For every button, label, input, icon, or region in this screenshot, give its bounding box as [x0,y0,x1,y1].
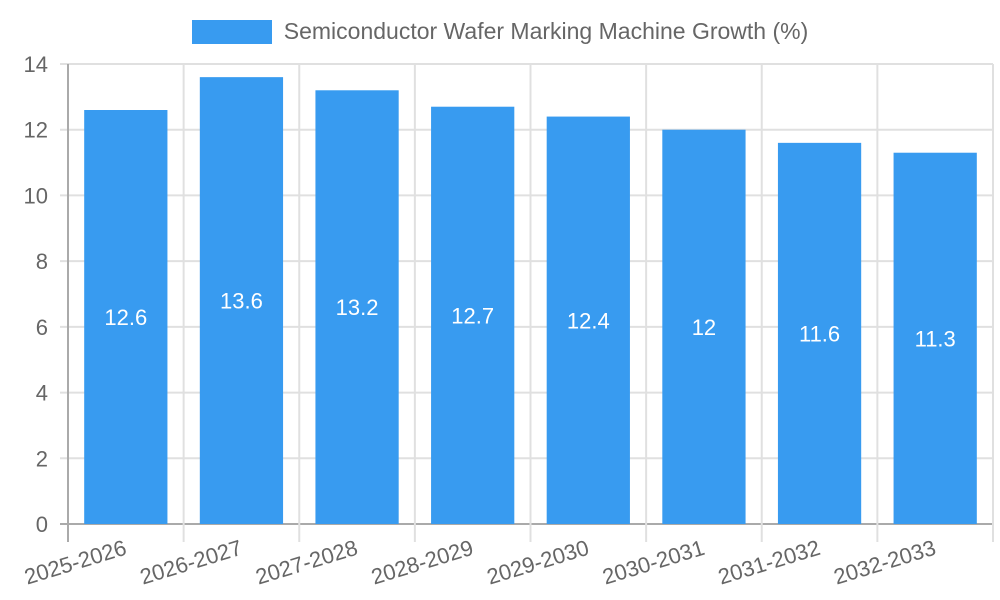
bar[interactable] [546,116,630,525]
x-tick-label: 2026-2027 [137,535,245,590]
x-tick-label: 2027-2028 [253,535,361,590]
y-tick-label: 2 [36,446,48,471]
x-tick-label: 2029-2030 [484,535,592,590]
x-tick-label: 2028-2029 [368,535,476,590]
y-tick-label: 14 [24,52,48,77]
bar-value-label: 12 [692,315,716,340]
bar-value-label: 13.2 [336,295,379,320]
bar-value-label: 13.6 [220,289,263,314]
bar-value-label: 12.6 [104,305,147,330]
legend-label[interactable]: Semiconductor Wafer Marking Machine Grow… [283,18,809,44]
y-tick-label: 8 [36,249,48,274]
x-tick-label: 2032-2033 [831,535,939,590]
legend-swatch[interactable] [191,19,272,44]
bar[interactable] [431,106,515,524]
bar-value-label: 11.6 [799,321,840,346]
x-tick-label: 2025-2026 [21,535,129,590]
bars: 12.6 13.6 13.2 12.7 12.4 12 11.6 11.3 [84,77,977,525]
x-tick-label: 2030-2031 [599,535,707,590]
y-tick-label: 6 [36,315,48,340]
bar-value-label: 11.3 [915,326,956,351]
bar[interactable] [662,129,746,524]
bar[interactable] [199,77,284,525]
y-tick-label: 0 [36,512,48,537]
chart-legend: Semiconductor Wafer Marking Machine Grow… [0,18,1000,45]
y-tick-label: 10 [24,183,48,208]
bar-value-label: 12.7 [451,303,494,328]
x-tick-label: 2031-2032 [715,535,823,590]
bar[interactable] [893,152,977,524]
bar[interactable] [777,142,862,524]
y-tick-label: 12 [24,118,48,143]
y-tick-label: 4 [36,381,48,406]
bar[interactable] [84,110,168,524]
bar[interactable] [315,90,399,525]
bar-value-label: 12.4 [567,308,610,333]
